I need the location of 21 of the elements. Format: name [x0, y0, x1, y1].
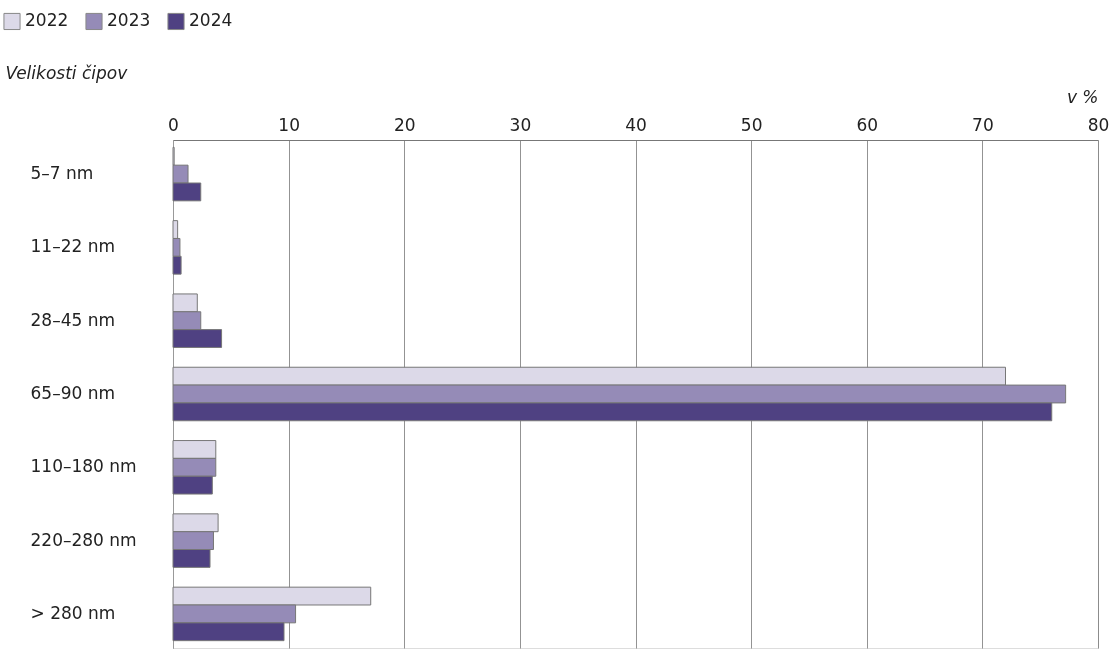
- x-tick-label: 50: [740, 114, 763, 135]
- y-tick-label: > 280 nm: [30, 602, 116, 623]
- y-axis-title: Velikosti čipov: [5, 62, 129, 83]
- y-tick-label: 220–280 nm: [30, 529, 137, 550]
- legend-label: 2023: [107, 10, 151, 31]
- x-tick-label: 0: [168, 114, 179, 135]
- x-tick-label: 80: [1087, 114, 1110, 135]
- x-tick-label: 10: [278, 114, 300, 135]
- y-tick-label: 5–7 nm: [30, 163, 94, 184]
- y-tick-label: 110–180 nm: [30, 456, 137, 477]
- y-tick-label: 65–90 nm: [30, 383, 116, 403]
- x-axis-title: v %: [1066, 86, 1099, 107]
- legend-label: 2024: [189, 10, 233, 31]
- x-tick-label: 60: [856, 114, 879, 135]
- x-tick-label: 20: [393, 114, 416, 135]
- y-tick-label: 11–22 nm: [30, 236, 116, 257]
- y-tick-label: 28–45 nm: [30, 309, 116, 330]
- x-tick-label: 30: [509, 114, 532, 135]
- x-tick-label: 40: [625, 114, 647, 135]
- x-tick-label: 70: [972, 114, 994, 135]
- legend-label: 2022: [25, 10, 69, 31]
